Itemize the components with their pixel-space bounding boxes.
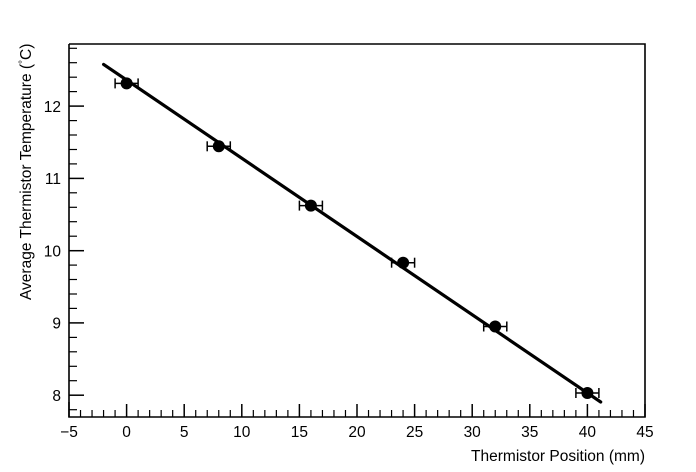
y-tick-label: 12 [44,99,61,116]
x-tick-label: 30 [464,424,482,441]
svg-text:Average Thermistor Temperature: Average Thermistor Temperature (°C) [18,44,35,300]
y-tick-label: 10 [44,244,62,261]
data-point [482,320,508,333]
x-tick-label: 0 [122,424,131,441]
y-axis-title-prefix: Average Thermistor Temperature ( [18,63,35,300]
x-tick-label: 15 [291,424,308,441]
y-axis-tick-labels: 8 9 10 11 12 [44,99,62,405]
x-tick-label: 35 [521,424,538,441]
x-tick-label: 20 [348,424,366,441]
x-tick-label: 25 [406,424,423,441]
x-tick-label: 40 [579,424,597,441]
x-axis-tick-labels: −5 0 5 10 15 20 25 30 35 40 45 [60,424,653,441]
y-tick-label: 11 [45,171,61,188]
y-axis-title-suffix: C) [18,44,35,60]
data-point [298,199,324,212]
data-point [206,140,232,153]
y-axis-title: Average Thermistor Temperature (°C) [18,44,35,300]
x-axis-minor-ticks [79,410,635,417]
degree-icon: ° [18,60,29,64]
y-axis-minor-ticks [69,47,77,411]
data-point [390,256,416,269]
fit-line-series [101,62,603,404]
data-series [114,77,600,399]
y-axis: 8 9 10 11 12 Average Thermistor Temperat… [18,44,84,411]
x-tick-label: 5 [180,424,189,441]
x-tick-label: 45 [636,424,653,441]
x-axis: −5 0 5 10 15 20 25 30 35 40 45 Thermisto… [60,402,654,465]
y-tick-label: 9 [52,316,61,333]
y-tick-label: 8 [52,388,61,405]
x-tick-label: −5 [60,424,78,441]
linear-fit-line [101,62,603,404]
x-axis-title: Thermistor Position (mm) [471,448,645,465]
data-point [575,387,600,399]
y-axis-major-ticks [69,105,84,396]
data-point [114,77,139,90]
x-axis-major-ticks [68,402,646,417]
x-tick-label: 10 [233,424,251,441]
